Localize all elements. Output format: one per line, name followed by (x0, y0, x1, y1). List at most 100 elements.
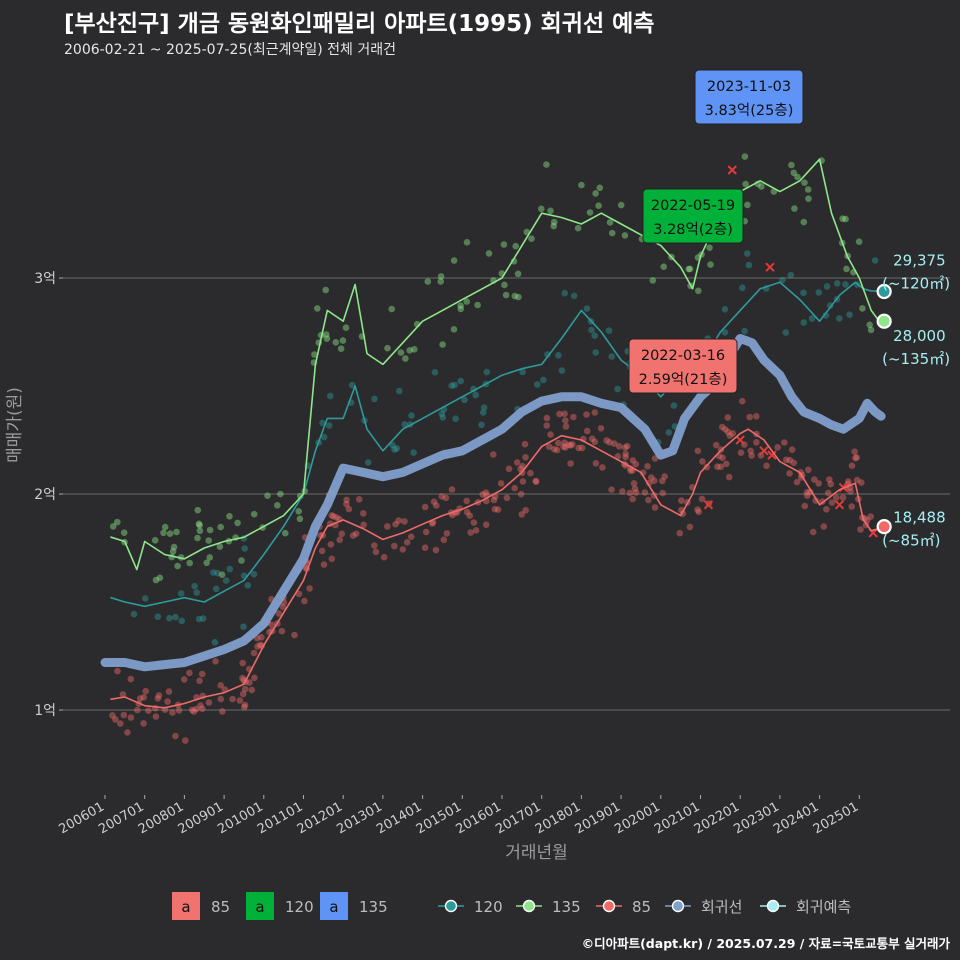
scatter-point-120 (823, 283, 831, 290)
scatter-point-120 (191, 582, 198, 590)
scatter-point-135 (592, 190, 599, 197)
scatter-point-135 (742, 180, 749, 188)
scatter-point-85 (399, 546, 407, 553)
scatter-point-85 (422, 528, 430, 536)
scatter-point-85 (803, 489, 811, 496)
scatter-point-120 (452, 415, 459, 423)
scatter-point-85 (109, 712, 116, 719)
scatter-point-85 (725, 473, 733, 481)
scatter-point-85 (239, 674, 246, 682)
scatter-point-85 (847, 488, 854, 495)
scatter-point-85 (401, 518, 408, 525)
scatter-point-135 (501, 281, 508, 289)
scatter-point-85 (328, 555, 336, 563)
scatter-point-85 (532, 478, 540, 486)
scatter-point-135 (195, 520, 203, 528)
scatter-point-85 (338, 530, 346, 538)
scatter-point-85 (588, 435, 596, 443)
scatter-point-120 (561, 289, 568, 297)
scatter-point-85 (757, 452, 765, 459)
scatter-point-135 (843, 265, 850, 273)
scatter-point-135 (234, 519, 241, 527)
scatter-point-85 (328, 512, 336, 519)
scatter-point-135 (274, 502, 281, 509)
scatter-point-85 (217, 695, 225, 703)
series-lines-layer (100, 158, 886, 709)
scatter-point-85 (747, 447, 754, 455)
highlight-x-marker (735, 435, 745, 445)
scatter-point-85 (724, 414, 732, 421)
annotation-price: 3.28억(2층) (653, 221, 733, 238)
scatter-point-85 (753, 413, 760, 420)
scatter-point-85 (256, 641, 264, 649)
scatter-point-120 (211, 639, 219, 646)
scatter-point-135 (515, 293, 522, 301)
scatter-point-120 (779, 276, 786, 284)
scatter-point-85 (833, 494, 840, 501)
scatter-point-135 (109, 523, 117, 530)
legend-box-135 (320, 892, 348, 920)
scatter-point-85 (482, 489, 490, 496)
scatter-point-135 (514, 270, 522, 278)
scatter-point-135 (707, 261, 714, 268)
legend-line-dot (444, 899, 458, 913)
scatter-point-85 (746, 413, 753, 421)
scatter-point-85 (797, 469, 804, 476)
scatter-point-85 (421, 544, 429, 551)
legend-box-letter: a (255, 898, 264, 916)
scatter-point-85 (631, 485, 639, 493)
scatter-point-120 (836, 315, 843, 322)
scatter-point-85 (306, 585, 313, 592)
scatter-point-135 (595, 202, 602, 209)
scatter-point-135 (649, 277, 657, 284)
scatter-point-85 (570, 413, 577, 421)
scatter-point-135 (397, 349, 405, 356)
scatter-point-85 (853, 476, 861, 484)
scatter-point-135 (322, 286, 330, 294)
scatter-point-85 (217, 682, 224, 689)
scatter-point-85 (466, 512, 474, 519)
scatter-point-120 (871, 257, 879, 264)
scatter-point-85 (190, 708, 198, 715)
scatter-point-85 (136, 695, 144, 702)
scatter-point-120 (241, 545, 248, 552)
scatter-point-85 (392, 520, 399, 528)
scatter-point-85 (349, 532, 357, 539)
annotation-85: 2022-03-16 2.59억(21층) (628, 338, 738, 394)
scatter-point-120 (478, 421, 485, 429)
scatter-point-85 (569, 441, 576, 448)
scatter-point-120 (605, 327, 613, 334)
scatter-point-135 (511, 292, 519, 300)
scatter-point-135 (686, 265, 694, 273)
scatter-point-85 (561, 410, 568, 418)
scatter-point-120 (193, 589, 200, 596)
scatter-point-120 (327, 392, 334, 400)
scatter-point-135 (866, 321, 873, 329)
scatter-point-85 (165, 688, 173, 695)
scatter-point-85 (641, 489, 649, 496)
scatter-point-85 (786, 456, 794, 464)
scatter-point-85 (241, 703, 248, 711)
scatter-point-135 (800, 218, 808, 226)
scatter-point-85 (134, 706, 141, 714)
scatter-point-85 (205, 699, 213, 706)
scatter-point-85 (550, 445, 558, 453)
scatter-point-85 (726, 432, 734, 439)
scatter-point-85 (295, 590, 303, 598)
scatter-point-135 (388, 305, 396, 313)
scatter-point-135 (151, 537, 159, 544)
annotation-date: 2023-11-03 (707, 79, 791, 95)
scatter-point-85 (797, 474, 805, 481)
forecast-value-label: 28,000 (893, 327, 946, 345)
scatter-point-85 (567, 442, 574, 449)
scatter-point-85 (352, 530, 360, 537)
scatter-point-85 (521, 440, 529, 448)
scatter-point-85 (627, 467, 634, 475)
scatter-point-135 (463, 239, 471, 246)
scatter-point-120 (480, 404, 488, 411)
scatter-point-135 (311, 351, 318, 358)
scatter-point-135 (323, 331, 330, 338)
scatter-point-135 (574, 224, 582, 232)
scatter-point-135 (790, 169, 798, 177)
scatter-point-85 (154, 695, 162, 702)
